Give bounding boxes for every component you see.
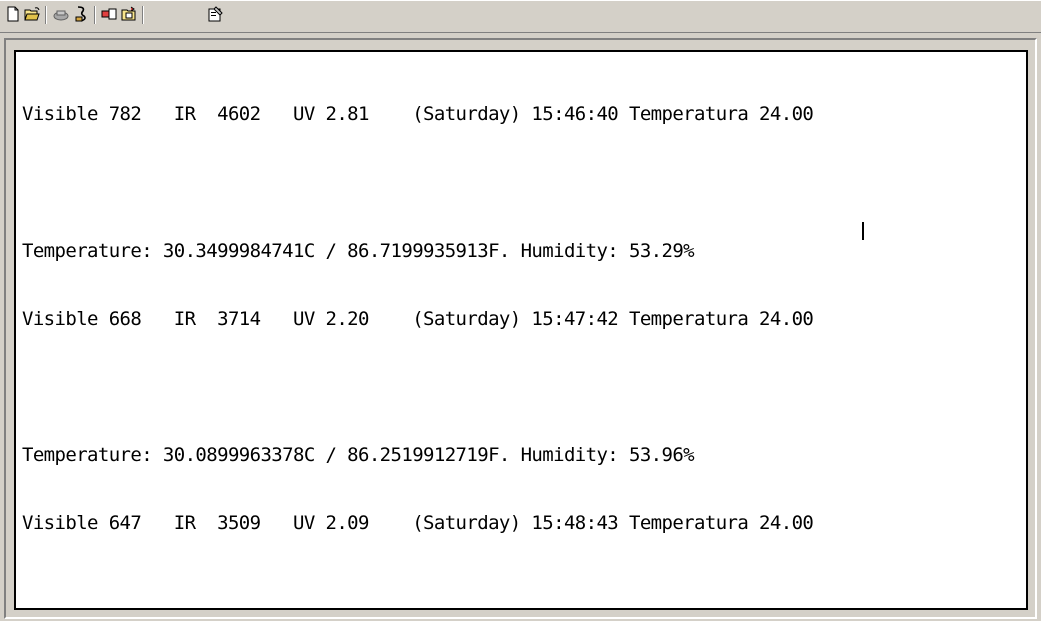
disconnect-icon (75, 6, 86, 22)
send-button[interactable] (100, 5, 118, 23)
disconnect-button[interactable] (72, 5, 90, 23)
send-file-icon (101, 8, 117, 20)
receive-file-icon (121, 6, 136, 21)
toolbar (0, 0, 1041, 33)
receive-button[interactable] (120, 5, 138, 23)
terminal-lines: Visible 782 IR 4602 UV 2.81 (Saturday) 1… (22, 58, 814, 608)
terminal-line (22, 172, 813, 195)
toolbar-separator (45, 6, 47, 24)
connect-button[interactable] (52, 5, 70, 23)
connect-phone-icon (53, 10, 69, 21)
open-button[interactable] (23, 5, 41, 23)
properties-button[interactable] (206, 5, 224, 23)
terminal-line: Temperature: 30.3499984741C / 86.7199935… (22, 239, 695, 262)
toolbar-separator (142, 6, 144, 24)
terminal-line: Visible 668 IR 3714 UV 2.20 (Saturday) 1… (22, 307, 814, 330)
properties-icon (208, 6, 223, 22)
text-cursor (862, 222, 864, 240)
terminal-output[interactable]: Visible 782 IR 4602 UV 2.81 (Saturday) 1… (14, 50, 1028, 610)
toolbar-separator (94, 6, 96, 24)
terminal-line: Visible 782 IR 4602 UV 2.81 (Saturday) 1… (22, 103, 814, 126)
new-file-icon (7, 6, 19, 22)
terminal-line (22, 580, 813, 603)
terminal-line: Visible 647 IR 3509 UV 2.09 (Saturday) 1… (22, 511, 814, 534)
new-file-button[interactable] (4, 5, 22, 23)
terminal-line: Temperature: 30.0899963378C / 86.2519912… (22, 443, 695, 466)
terminal-line (22, 376, 813, 399)
open-folder-icon (24, 7, 40, 21)
